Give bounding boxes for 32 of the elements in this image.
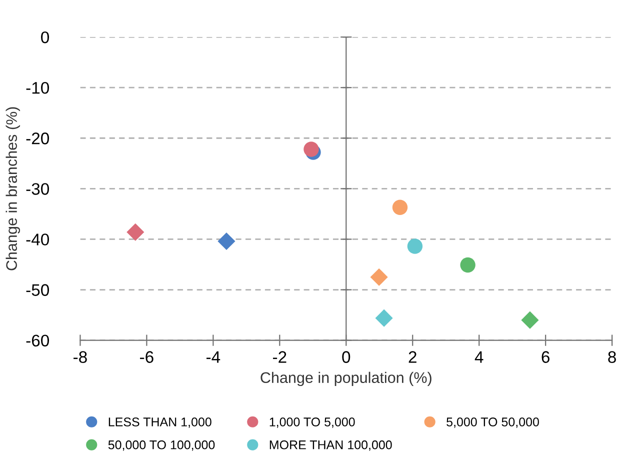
point [375, 309, 393, 327]
y-tick-label: 0 [41, 31, 50, 44]
point [407, 238, 423, 254]
point [218, 232, 236, 250]
y-tick-label: -10 [26, 82, 50, 94]
y-axis-title: Change in branches (%) [6, 107, 20, 270]
y-tick-label: -30 [26, 183, 50, 195]
legend-label: LESS THAN 1,000 [108, 418, 212, 428]
point [460, 257, 476, 273]
y-tick-label: -40 [26, 234, 50, 246]
x-tick-label: 2 [408, 351, 416, 363]
x-tick-label: -4 [206, 351, 220, 363]
legend-label: MORE THAN 100,000 [270, 440, 392, 451]
y-tick-label: -60 [26, 334, 50, 347]
point [370, 268, 388, 286]
legend-label: 5,000 TO 50,000 [446, 418, 539, 428]
x-tick-label: 6 [542, 351, 550, 363]
x-tick-label: 0 [342, 351, 350, 363]
x-tick-label: -2 [272, 351, 286, 363]
point [304, 142, 319, 157]
x-tick-label: -6 [140, 351, 154, 363]
point [392, 200, 408, 215]
x-tick-label: -8 [74, 351, 87, 363]
legend-label: 50,000 TO 100,000 [108, 440, 215, 451]
y-tick-label: -50 [26, 284, 50, 296]
x-tick-label: 8 [608, 351, 616, 363]
y-tick-label: -20 [26, 132, 50, 144]
point [126, 223, 144, 241]
x-tick-label: 4 [474, 351, 484, 363]
legend-label: 1,000 TO 5,000 [270, 418, 355, 428]
x-axis-title: Change in population (%) [260, 372, 432, 386]
point [521, 311, 539, 329]
